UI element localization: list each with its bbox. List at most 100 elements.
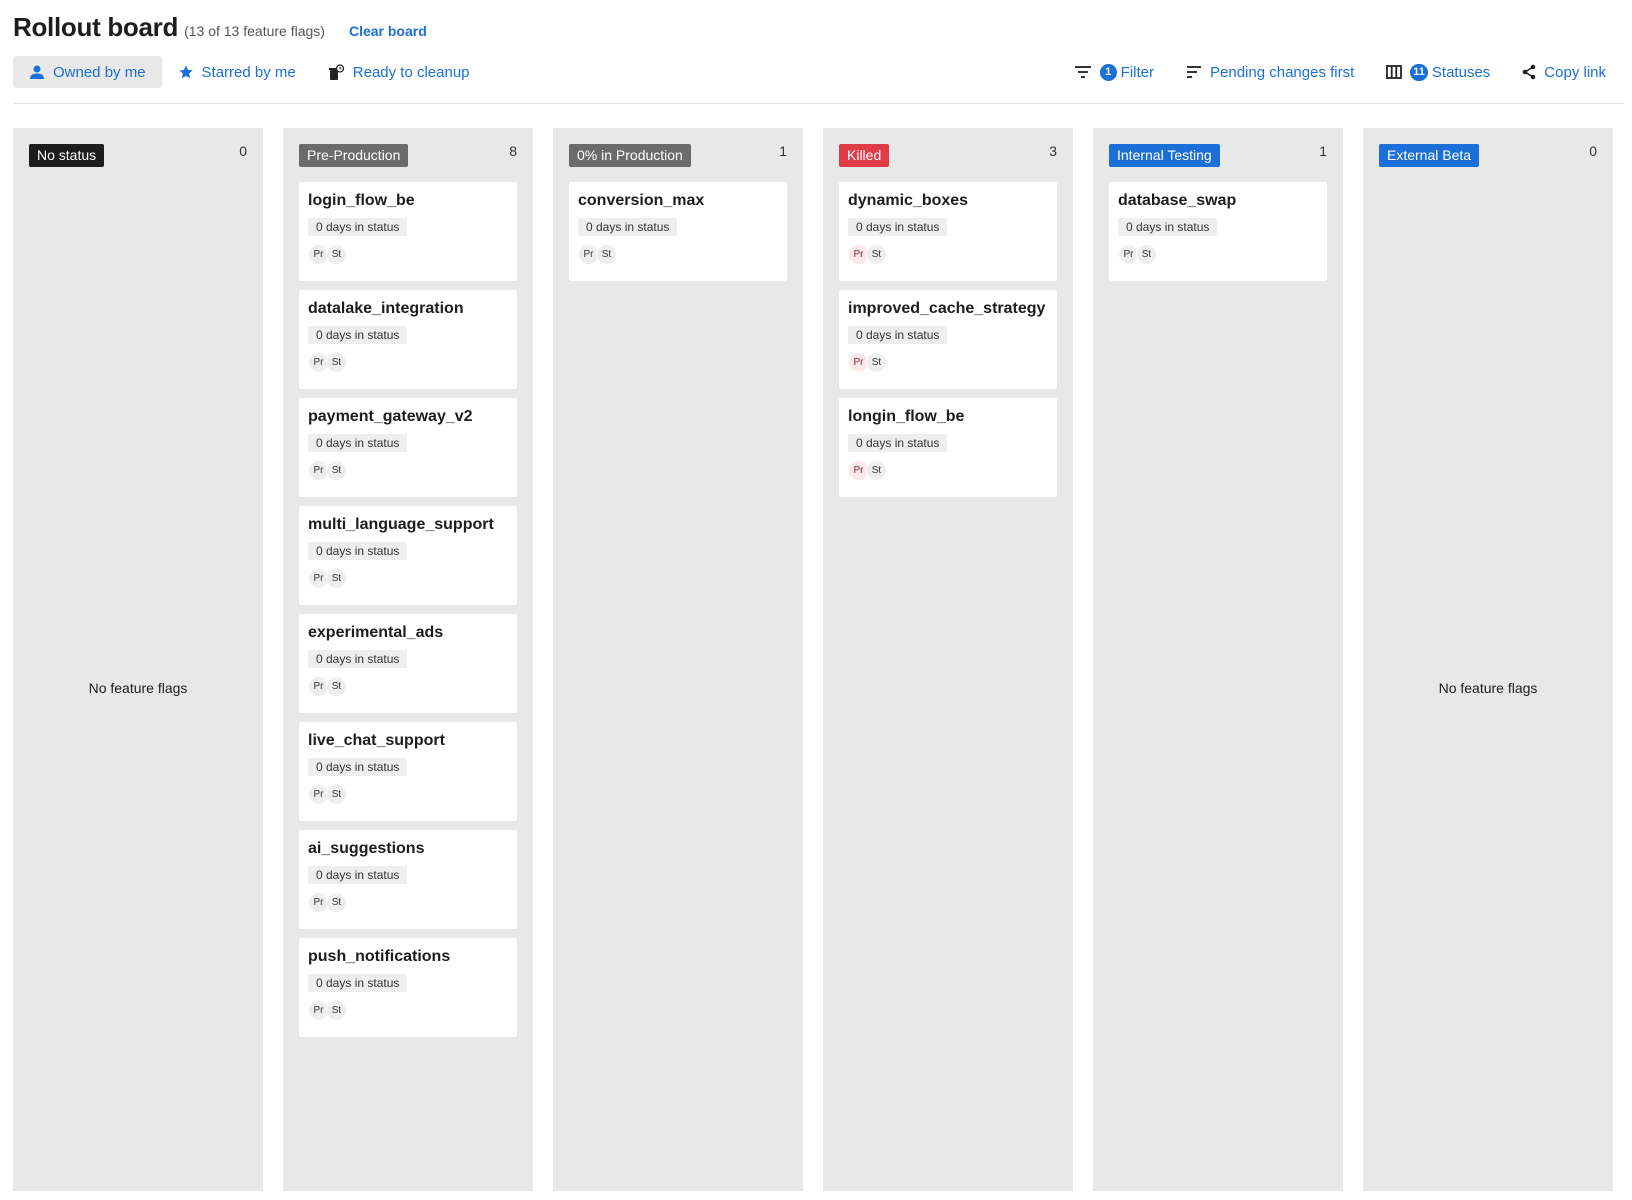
trash-clock-icon bbox=[328, 63, 344, 80]
flag-name[interactable]: conversion_max bbox=[578, 192, 705, 209]
feature-flag-card[interactable]: ai_suggestions 0 days in status Pr St bbox=[299, 830, 517, 929]
days-in-status: 0 days in status bbox=[308, 434, 408, 452]
empty-column-message: No feature flags bbox=[1438, 680, 1538, 696]
sort-button[interactable]: Pending changes first bbox=[1170, 56, 1370, 88]
environment-avatar: St bbox=[326, 1000, 347, 1021]
environment-avatar: Pr bbox=[848, 244, 869, 265]
feature-flag-card[interactable]: live_chat_support 0 days in status Pr St bbox=[299, 722, 517, 821]
column-count: 8 bbox=[509, 143, 517, 159]
statuses-button[interactable]: 11 Statuses bbox=[1370, 56, 1506, 88]
days-in-status: 0 days in status bbox=[308, 974, 408, 992]
flag-name[interactable]: multi_language_support bbox=[308, 516, 494, 533]
days-in-status: 0 days in status bbox=[1118, 218, 1218, 236]
starred-by-me-button[interactable]: Starred by me bbox=[162, 56, 312, 88]
status-label[interactable]: External Beta bbox=[1379, 144, 1480, 167]
days-in-status: 0 days in status bbox=[848, 434, 948, 452]
columns-icon bbox=[1386, 65, 1403, 79]
environment-avatar: St bbox=[866, 244, 887, 265]
page-title: Rollout board bbox=[13, 12, 179, 42]
flag-name[interactable]: payment_gateway_v2 bbox=[308, 408, 473, 425]
copy-link-label: Copy link bbox=[1544, 63, 1606, 81]
flag-name[interactable]: push_notifications bbox=[308, 948, 451, 965]
owned-by-me-button[interactable]: Owned by me bbox=[13, 56, 162, 88]
column-count: 0 bbox=[239, 143, 247, 159]
column-count: 1 bbox=[779, 143, 787, 159]
feature-flag-card[interactable]: push_notifications 0 days in status Pr St bbox=[299, 938, 517, 1037]
owned-by-me-label: Owned by me bbox=[53, 63, 146, 81]
flag-name[interactable]: datalake_integration bbox=[308, 300, 464, 317]
environment-avatar: St bbox=[326, 352, 347, 373]
star-icon bbox=[178, 65, 193, 79]
status-label[interactable]: 0% in Production bbox=[569, 144, 691, 167]
environment-avatar: Pr bbox=[308, 460, 329, 481]
days-in-status: 0 days in status bbox=[578, 218, 678, 236]
status-label[interactable]: Internal Testing bbox=[1109, 144, 1220, 167]
environment-avatar: St bbox=[326, 568, 347, 589]
environment-avatar: St bbox=[596, 244, 617, 265]
column-count: 0 bbox=[1589, 143, 1597, 159]
status-label[interactable]: No status bbox=[29, 144, 105, 167]
empty-column-message: No feature flags bbox=[88, 680, 188, 696]
flag-name[interactable]: dynamic_boxes bbox=[848, 192, 969, 209]
environment-avatar: St bbox=[326, 892, 347, 913]
environment-avatar: St bbox=[326, 784, 347, 805]
status-column: 0% in Production 1 conversion_max 0 days… bbox=[553, 128, 803, 1191]
page-header: Rollout board (13 of 13 feature flags) C… bbox=[13, 12, 427, 43]
flag-name[interactable]: database_swap bbox=[1118, 192, 1237, 209]
flag-name[interactable]: improved_cache_strategy bbox=[848, 300, 1046, 317]
days-in-status: 0 days in status bbox=[308, 326, 408, 344]
status-column: No status 0 No feature flags bbox=[13, 128, 263, 1191]
person-icon bbox=[30, 65, 44, 79]
kanban-board: No status 0 No feature flags Pre-Producti… bbox=[13, 128, 1613, 1191]
environment-avatar: St bbox=[326, 460, 347, 481]
ready-to-cleanup-label: Ready to cleanup bbox=[352, 63, 470, 81]
days-in-status: 0 days in status bbox=[308, 218, 408, 236]
flag-name[interactable]: login_flow_be bbox=[308, 192, 415, 209]
environment-avatar: Pr bbox=[848, 460, 869, 481]
environment-avatar: St bbox=[866, 352, 887, 373]
feature-flag-card[interactable]: datalake_integration 0 days in status Pr… bbox=[299, 290, 517, 389]
days-in-status: 0 days in status bbox=[308, 650, 408, 668]
sort-label: Pending changes first bbox=[1210, 63, 1355, 81]
days-in-status: 0 days in status bbox=[848, 326, 948, 344]
feature-flag-card[interactable]: database_swap 0 days in status Pr St bbox=[1109, 182, 1327, 281]
sort-icon bbox=[1187, 66, 1202, 78]
ready-to-cleanup-button[interactable]: Ready to cleanup bbox=[312, 56, 486, 88]
status-label[interactable]: Killed bbox=[839, 144, 890, 167]
header-divider bbox=[13, 103, 1624, 104]
days-in-status: 0 days in status bbox=[308, 542, 408, 560]
feature-flag-card[interactable]: experimental_ads 0 days in status Pr St bbox=[299, 614, 517, 713]
status-column: Pre-Production 8 login_flow_be 0 days in… bbox=[283, 128, 533, 1191]
environment-avatar: St bbox=[326, 676, 347, 697]
filter-label: Filter bbox=[1120, 63, 1155, 81]
filter-icon bbox=[1074, 66, 1091, 78]
flag-name[interactable]: longin_flow_be bbox=[848, 408, 965, 425]
column-count: 1 bbox=[1319, 143, 1327, 159]
column-count: 3 bbox=[1049, 143, 1057, 159]
feature-flag-card[interactable]: login_flow_be 0 days in status Pr St bbox=[299, 182, 517, 281]
share-icon bbox=[1522, 64, 1536, 80]
feature-flag-card[interactable]: longin_flow_be 0 days in status Pr St bbox=[839, 398, 1057, 497]
feature-flag-card[interactable]: improved_cache_strategy 0 days in status… bbox=[839, 290, 1057, 389]
copy-link-button[interactable]: Copy link bbox=[1506, 56, 1622, 88]
environment-avatar: St bbox=[326, 244, 347, 265]
days-in-status: 0 days in status bbox=[848, 218, 948, 236]
days-in-status: 0 days in status bbox=[308, 758, 408, 776]
status-label[interactable]: Pre-Production bbox=[299, 144, 409, 167]
statuses-count-badge: 11 bbox=[1410, 63, 1428, 81]
feature-flag-card[interactable]: conversion_max 0 days in status Pr St bbox=[569, 182, 787, 281]
feature-flag-card[interactable]: dynamic_boxes 0 days in status Pr St bbox=[839, 182, 1057, 281]
days-in-status: 0 days in status bbox=[308, 866, 408, 884]
toolbar: Owned by me Starred by me Ready to clean… bbox=[13, 55, 1622, 89]
status-column: Killed 3 dynamic_boxes 0 days in status … bbox=[823, 128, 1073, 1191]
clear-board-link[interactable]: Clear board bbox=[348, 23, 427, 39]
environment-avatar: St bbox=[1136, 244, 1157, 265]
environment-avatar: Pr bbox=[308, 244, 329, 265]
flag-name[interactable]: experimental_ads bbox=[308, 624, 444, 641]
flag-name[interactable]: ai_suggestions bbox=[308, 840, 425, 857]
flag-name[interactable]: live_chat_support bbox=[308, 732, 445, 749]
filter-button[interactable]: 1 Filter bbox=[1058, 56, 1170, 88]
flag-count: (13 of 13 feature flags) bbox=[184, 23, 325, 39]
feature-flag-card[interactable]: payment_gateway_v2 0 days in status Pr St bbox=[299, 398, 517, 497]
feature-flag-card[interactable]: multi_language_support 0 days in status … bbox=[299, 506, 517, 605]
